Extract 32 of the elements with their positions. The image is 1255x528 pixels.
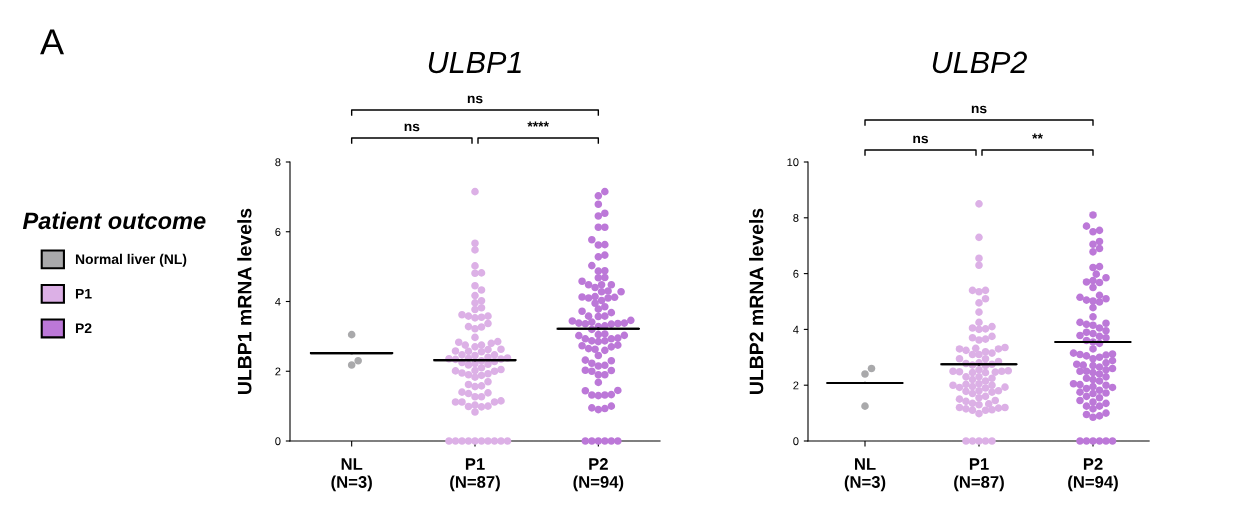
chart-title: ULBP2 bbox=[932, 51, 1027, 74]
y-tick-label: 10 bbox=[787, 158, 799, 167]
y-tick-label: 0 bbox=[793, 437, 799, 446]
x-tick-label: P2 (N=94) bbox=[1068, 458, 1118, 492]
y-tick-label: 0 bbox=[275, 437, 281, 446]
y-tick-label: 8 bbox=[275, 158, 281, 167]
y-axis-title: ULBP1 mRNA levels bbox=[237, 208, 252, 394]
text: ** bbox=[1032, 133, 1043, 139]
y-tick-label: 6 bbox=[275, 228, 281, 236]
text: ns bbox=[404, 123, 420, 132]
chart-title: ULBP1 bbox=[428, 51, 521, 74]
x-tick-label: NL (N=3) bbox=[844, 458, 886, 492]
text: A bbox=[40, 29, 65, 55]
y-tick-label: 2 bbox=[275, 367, 281, 376]
x-tick-label: P1 (N=87) bbox=[450, 458, 500, 492]
legend-label: P1 bbox=[75, 288, 92, 299]
y-tick-label: 2 bbox=[793, 381, 799, 390]
text: **** bbox=[527, 121, 549, 127]
x-tick-label: P1 (N=87) bbox=[954, 458, 1004, 492]
legend-label: P2 bbox=[75, 323, 92, 333]
y-tick-label: 4 bbox=[275, 297, 281, 306]
y-axis-title: ULBP2 mRNA levels bbox=[749, 208, 764, 394]
x-tick-label: P2 (N=94) bbox=[573, 458, 624, 492]
text: ns bbox=[913, 135, 929, 144]
y-tick-label: 8 bbox=[793, 214, 799, 222]
y-tick-label: 4 bbox=[793, 325, 799, 334]
x-tick-label: NL (N=3) bbox=[331, 458, 372, 492]
y-tick-label: 6 bbox=[793, 269, 799, 278]
legend-title: Patient outcome bbox=[22, 211, 206, 230]
text: ns bbox=[971, 105, 987, 114]
text: ns bbox=[467, 95, 483, 104]
legend-label: Normal liver (NL) bbox=[75, 253, 187, 267]
